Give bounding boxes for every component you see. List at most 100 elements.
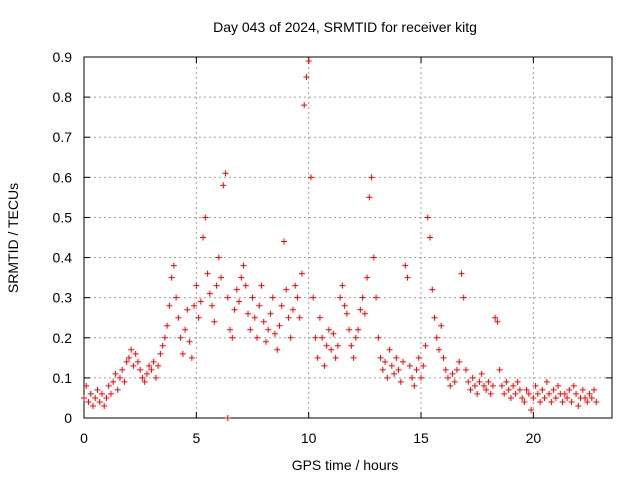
data-point: [382, 358, 389, 365]
data-point: [262, 338, 269, 345]
data-point: [213, 282, 220, 289]
data-point: [323, 342, 330, 349]
data-point: [271, 330, 278, 337]
data-point: [112, 370, 119, 377]
y-tick-label: 0.4: [53, 250, 73, 266]
data-point: [195, 314, 202, 321]
data-point: [328, 346, 335, 353]
data-point: [438, 322, 445, 329]
data-point: [334, 342, 341, 349]
data-point: [359, 294, 366, 301]
data-point: [110, 378, 117, 385]
data-point: [177, 334, 184, 341]
data-point: [346, 326, 353, 333]
data-point: [168, 274, 175, 281]
data-point: [433, 334, 440, 341]
data-point: [89, 402, 96, 409]
data-point: [462, 366, 469, 373]
data-point: [489, 382, 496, 389]
y-axis-label: SRMTID / TECUs: [5, 183, 21, 293]
data-point: [254, 334, 261, 341]
data-point: [534, 390, 541, 397]
data-point: [584, 398, 591, 405]
data-point: [83, 382, 90, 389]
data-point: [384, 374, 391, 381]
data-point: [505, 386, 512, 393]
data-point: [278, 302, 285, 309]
data-point: [218, 274, 225, 281]
data-point: [564, 394, 571, 401]
data-point: [543, 378, 550, 385]
data-point: [537, 398, 544, 405]
data-point: [480, 382, 487, 389]
data-point: [186, 338, 193, 345]
data-point: [352, 334, 359, 341]
data-point: [406, 362, 413, 369]
data-point: [170, 262, 177, 269]
data-point: [220, 182, 227, 189]
data-point: [175, 314, 182, 321]
data-point: [431, 314, 438, 321]
data-point: [87, 390, 94, 397]
data-point: [395, 366, 402, 373]
data-point: [269, 294, 276, 301]
data-point: [161, 334, 168, 341]
data-point: [357, 306, 364, 313]
data-point: [182, 326, 189, 333]
data-point: [166, 302, 173, 309]
data-point: [193, 282, 200, 289]
data-point: [516, 386, 523, 393]
data-point: [139, 374, 146, 381]
data-point: [411, 382, 418, 389]
data-point: [483, 386, 490, 393]
data-point: [492, 314, 499, 321]
data-point: [94, 386, 101, 393]
data-point: [458, 270, 465, 277]
data-point: [312, 334, 319, 341]
data-point: [143, 370, 150, 377]
data-point: [294, 294, 301, 301]
data-point: [224, 294, 231, 301]
data-point: [402, 262, 409, 269]
data-point: [101, 402, 108, 409]
data-point: [179, 350, 186, 357]
data-point: [413, 366, 420, 373]
data-point: [274, 346, 281, 353]
data-point: [532, 382, 539, 389]
data-point: [152, 374, 159, 381]
data-point: [314, 354, 321, 361]
data-point: [566, 386, 573, 393]
data-point: [211, 318, 218, 325]
data-point: [85, 398, 92, 405]
x-tick-label: 15: [413, 430, 429, 446]
data-point: [496, 366, 503, 373]
data-point: [114, 386, 121, 393]
data-point: [148, 366, 155, 373]
data-point: [530, 394, 537, 401]
y-tick-label: 0.5: [53, 209, 73, 225]
data-point: [570, 382, 577, 389]
data-point: [325, 326, 332, 333]
data-point: [588, 394, 595, 401]
y-tick-label: 0.6: [53, 169, 73, 185]
data-point: [447, 382, 454, 389]
data-point: [305, 58, 312, 65]
data-point: [501, 390, 508, 397]
data-point: [415, 354, 422, 361]
data-point: [498, 382, 505, 389]
data-point: [582, 394, 589, 401]
data-point: [391, 370, 398, 377]
grid-lines: [84, 57, 612, 418]
data-point: [507, 394, 514, 401]
data-point: [173, 294, 180, 301]
data-point: [184, 306, 191, 313]
data-point: [494, 318, 501, 325]
data-point: [188, 354, 195, 361]
data-point: [236, 298, 243, 305]
data-point: [424, 214, 431, 221]
data-point: [146, 362, 153, 369]
x-tick-label: 10: [301, 430, 317, 446]
data-point: [435, 346, 442, 353]
data-point: [157, 350, 164, 357]
data-point: [519, 394, 526, 401]
